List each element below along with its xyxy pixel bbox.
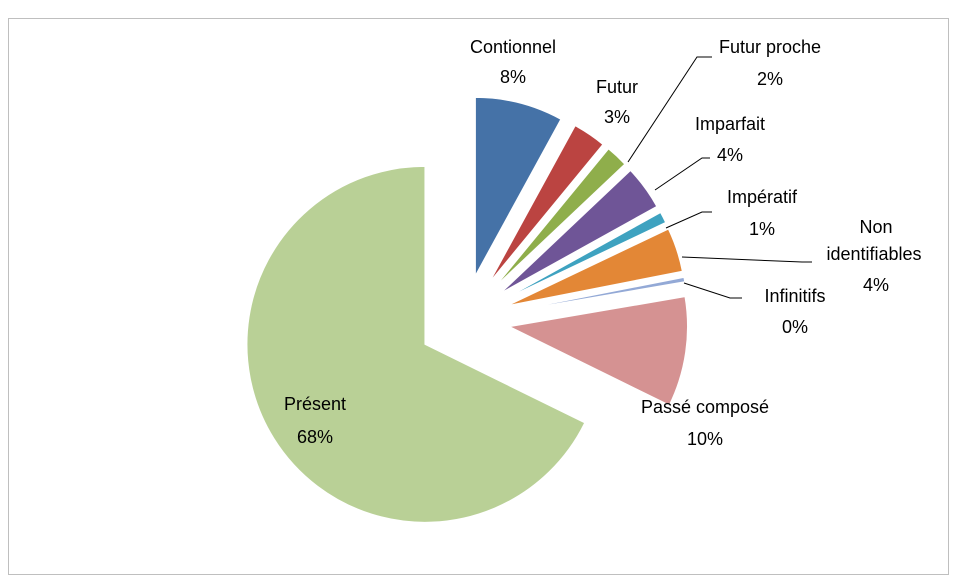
leader-line — [627, 56, 712, 163]
pie-slice — [504, 211, 667, 300]
slice-value-label: 68% — [297, 427, 333, 447]
pie-slice — [246, 165, 586, 523]
slice-label: Contionnel — [470, 37, 556, 57]
slice-value-label: 2% — [757, 69, 783, 89]
leader-line — [681, 256, 812, 263]
pie-slice — [509, 276, 686, 313]
leader-line — [654, 157, 710, 191]
slice-value-label: 4% — [717, 145, 743, 165]
slice-label: Infinitifs — [764, 286, 825, 306]
slice-label: Imparfait — [695, 114, 765, 134]
slice-value-label: 8% — [500, 67, 526, 87]
slice-label: Non — [859, 217, 892, 237]
slice-label: Passé composé — [641, 397, 769, 417]
slice-value-label: 10% — [687, 429, 723, 449]
slice-label: Présent — [284, 394, 346, 414]
slice-value-label: 0% — [782, 317, 808, 337]
leader-line — [665, 211, 712, 229]
slice-value-label: 1% — [749, 219, 775, 239]
slice-value-label: 3% — [604, 107, 630, 127]
pie-slice — [507, 228, 683, 307]
slice-label: Impératif — [727, 187, 798, 207]
pie-slice — [500, 169, 658, 294]
leader-line — [683, 282, 742, 299]
pie-slice — [495, 148, 626, 287]
slice-value-label: 4% — [863, 275, 889, 295]
pie-slice — [507, 296, 689, 406]
slice-label-continued: identifiables — [826, 244, 921, 264]
slice-label: Futur — [596, 77, 638, 97]
pie-slice — [489, 125, 604, 283]
pie-slice — [474, 96, 562, 276]
slice-label: Futur proche — [719, 37, 821, 57]
